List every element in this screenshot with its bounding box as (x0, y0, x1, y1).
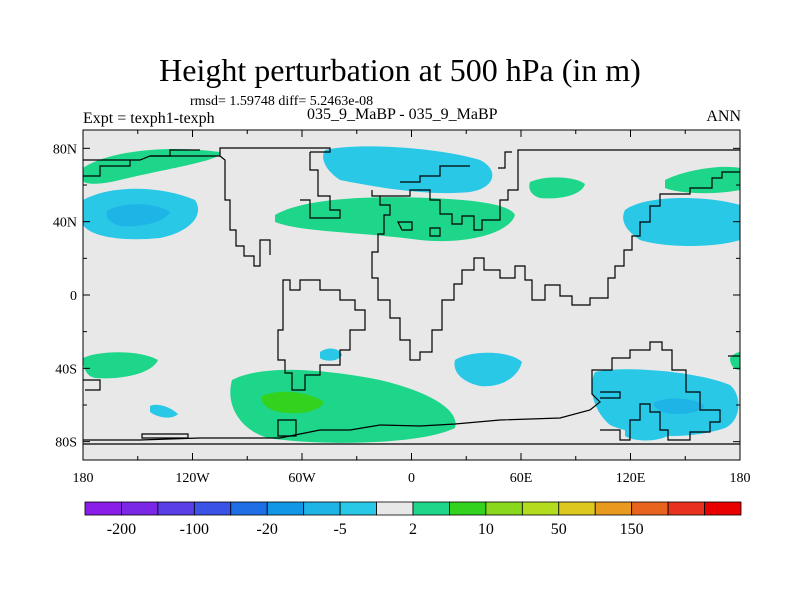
coastline (277, 419, 297, 437)
coastline (141, 433, 189, 439)
lon-tick-label: 180 (730, 471, 751, 486)
anomaly-positive-region-strong (261, 391, 324, 414)
anomaly-negative-region (323, 146, 493, 194)
anomaly-positive-region (83, 148, 221, 184)
coastline (600, 391, 621, 399)
stats-label: rmsd= 1.59748 diff= 5.2463e-08 (190, 94, 374, 109)
colorbar-swatch (521, 501, 560, 516)
colorbar-label: 150 (620, 521, 644, 538)
colorbar-swatch (339, 501, 377, 516)
coastline (498, 151, 512, 169)
lat-tick-label: 40S (55, 362, 77, 377)
colorbar-swatch (631, 501, 669, 516)
colorbar-swatch (594, 501, 633, 516)
colorbar-swatch (485, 501, 523, 516)
colorbar-swatch (193, 501, 232, 516)
runs-label: 035_9_MaBP - 035_9_MaBP (307, 106, 498, 123)
colorbar-label: -100 (180, 521, 209, 538)
colorbar-swatch (121, 501, 159, 516)
colorbar-swatch (376, 501, 414, 516)
anomaly-negative-region (320, 348, 342, 361)
colorbar-swatch (84, 501, 122, 516)
coastline (83, 341, 721, 441)
colorbar-swatch (558, 501, 596, 516)
colorbar-label: 2 (409, 521, 417, 538)
colorbar-label: -20 (257, 521, 278, 538)
lon-tick-label: 180 (73, 471, 94, 486)
colorbar-swatch (704, 501, 742, 516)
lat-tick-label: 80N (53, 142, 77, 157)
anomaly-negative-region (623, 198, 740, 246)
colorbar-swatch (266, 501, 305, 516)
plot-title: Height perturbation at 500 hPa (in m) (159, 52, 641, 88)
lat-tick-label: 0 (70, 289, 77, 304)
coastline (277, 279, 366, 391)
lon-tick-label: 120W (175, 471, 210, 486)
anomaly-positive-region (275, 197, 515, 242)
colorbar-swatch (667, 501, 705, 516)
lon-tick-label: 60E (510, 471, 533, 486)
coastline (83, 160, 131, 177)
colorbar-swatch (230, 501, 268, 516)
coastline (380, 149, 740, 231)
anomaly-negative-region (150, 404, 178, 418)
lon-tick-label: 60W (288, 471, 316, 486)
anomaly-negative-region-strong (653, 398, 705, 414)
coastline (371, 171, 740, 361)
coastline (219, 155, 271, 267)
coastline (397, 221, 413, 231)
colorbar: -200 -100 -20 -5 2 10 50 150 (84, 501, 742, 538)
map-axes: 80N 40N 0 40S 80S 180 120W 60W 0 60E 120E 180 (53, 130, 751, 486)
coastline (400, 165, 470, 183)
lat-tick-label: 40N (53, 216, 77, 231)
coastlines (83, 147, 740, 445)
anomaly-positive-region (529, 177, 585, 199)
anomaly-positive-region (665, 166, 740, 194)
colorbar-label: -200 (107, 521, 136, 538)
anomaly-contours (83, 146, 740, 443)
coastline (83, 147, 331, 161)
lon-tick-label: 120E (616, 471, 646, 486)
colorbar-swatch (157, 501, 195, 516)
anomaly-negative-region (454, 352, 522, 387)
colorbar-label: 10 (478, 521, 494, 538)
colorbar-label: 50 (551, 521, 567, 538)
anomaly-positive-region (83, 352, 158, 379)
lon-tick-label: 0 (408, 471, 415, 486)
anomaly-positive-region (230, 369, 456, 443)
colorbar-swatch (449, 501, 487, 516)
coastline (83, 379, 101, 391)
experiment-label: Expt = texph1-texph (83, 110, 215, 127)
anomaly-negative-region (625, 428, 668, 441)
lat-tick-label: 80S (55, 436, 77, 451)
colorbar-swatch (303, 501, 341, 516)
anomaly-negative-region-strong (106, 204, 170, 227)
coastline (150, 149, 200, 157)
colorbar-label: -5 (333, 521, 346, 538)
coastline (429, 227, 441, 237)
season-label: ANN (706, 108, 741, 125)
coastline (300, 152, 341, 219)
colorbar-swatch (412, 501, 450, 516)
